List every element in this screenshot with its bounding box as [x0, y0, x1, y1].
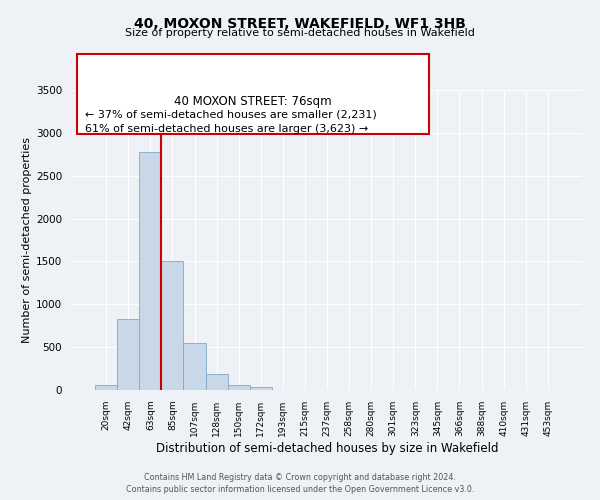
Bar [250, 388, 272, 390]
Bar [117, 319, 139, 390]
Bar [139, 152, 161, 390]
X-axis label: Distribution of semi-detached houses by size in Wakefield: Distribution of semi-detached houses by … [156, 442, 498, 454]
Text: ← 37% of semi-detached houses are smaller (2,231): ← 37% of semi-detached houses are smalle… [85, 110, 377, 120]
Bar [206, 374, 227, 390]
Text: Contains HM Land Registry data © Crown copyright and database right 2024.
Contai: Contains HM Land Registry data © Crown c… [126, 472, 474, 494]
Text: 40 MOXON STREET: 76sqm: 40 MOXON STREET: 76sqm [174, 94, 332, 108]
Y-axis label: Number of semi-detached properties: Number of semi-detached properties [22, 137, 32, 343]
Bar [95, 385, 117, 390]
Text: 61% of semi-detached houses are larger (3,623) →: 61% of semi-detached houses are larger (… [85, 124, 368, 134]
Bar [184, 343, 206, 390]
Bar [161, 262, 184, 390]
FancyBboxPatch shape [77, 54, 429, 134]
Text: 40, MOXON STREET, WAKEFIELD, WF1 3HB: 40, MOXON STREET, WAKEFIELD, WF1 3HB [134, 18, 466, 32]
Bar [227, 386, 250, 390]
Text: Size of property relative to semi-detached houses in Wakefield: Size of property relative to semi-detach… [125, 28, 475, 38]
